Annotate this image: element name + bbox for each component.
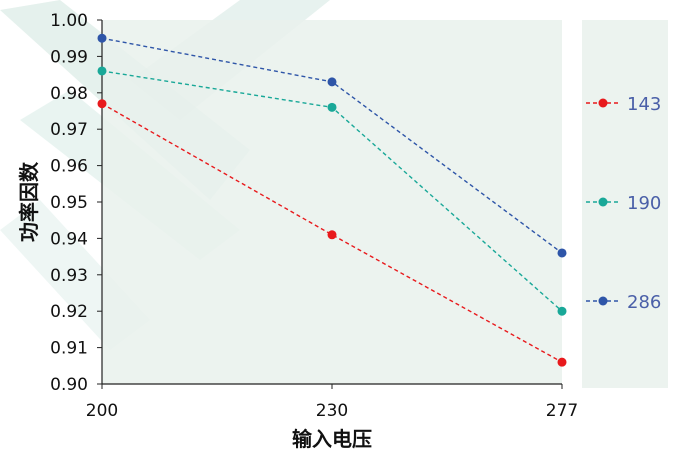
y-tick-label: 0.99 — [50, 47, 88, 67]
legend-marker-143 — [598, 98, 608, 108]
data-point-190 — [557, 306, 567, 316]
legend-label-190: 190 — [627, 193, 661, 214]
x-axis-title: 输入电压 — [292, 427, 372, 451]
data-point-286 — [97, 33, 107, 43]
data-point-143 — [327, 230, 337, 240]
y-tick-label: 0.96 — [50, 157, 88, 177]
x-tick-label: 200 — [86, 401, 118, 421]
y-tick-label: 0.92 — [50, 302, 88, 322]
legend-marker-190 — [598, 197, 608, 207]
x-tick-label: 277 — [546, 401, 578, 421]
data-point-143 — [557, 357, 567, 367]
data-point-190 — [97, 66, 107, 76]
y-tick-label: 0.90 — [50, 375, 88, 395]
legend-label-143: 143 — [627, 94, 661, 115]
legend-marker-286 — [598, 296, 608, 306]
data-point-286 — [557, 248, 567, 258]
y-tick-label: 0.94 — [50, 229, 88, 249]
data-point-286 — [327, 77, 337, 87]
legend-label-286: 286 — [627, 292, 661, 313]
y-tick-label: 0.97 — [50, 120, 88, 140]
y-tick-label: 1.00 — [50, 11, 88, 31]
legend: 143 190 286 — [586, 94, 661, 313]
y-axis-title: 功率因数 — [17, 161, 41, 242]
series-layer — [97, 33, 567, 367]
y-tick-labels: 0.90 0.91 0.92 0.93 0.94 0.95 0.96 0.97 0.98 0.99… — [50, 11, 88, 395]
axes — [97, 19, 563, 389]
x-tick-labels: 200 230 277 — [86, 401, 578, 421]
data-point-190 — [327, 102, 337, 112]
x-tick-label: 230 — [316, 401, 348, 421]
y-tick-label: 0.91 — [50, 339, 88, 359]
legend-box — [582, 20, 668, 388]
y-tick-label: 0.93 — [50, 266, 88, 286]
data-point-143 — [97, 99, 107, 109]
y-tick-label: 0.95 — [50, 193, 88, 213]
y-tick-label: 0.98 — [50, 84, 88, 104]
